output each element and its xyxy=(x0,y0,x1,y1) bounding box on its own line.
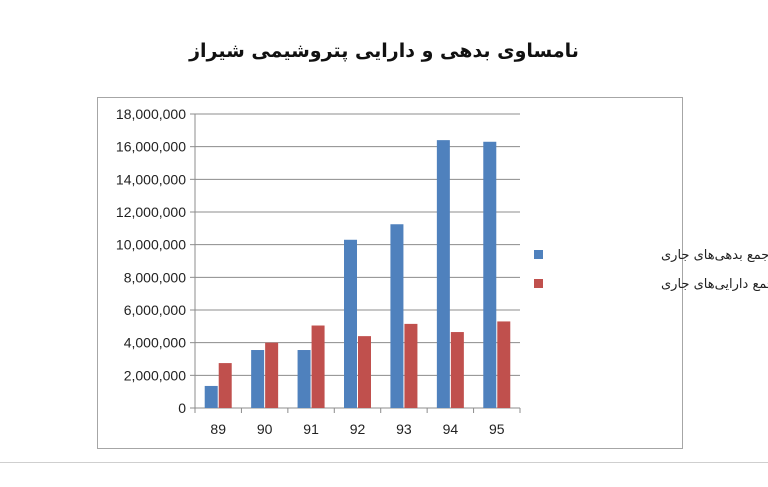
y-tick-label: 12,000,000 xyxy=(116,204,186,220)
x-tick-label: 90 xyxy=(257,421,273,437)
chart-frame xyxy=(97,97,683,449)
y-tick-label: 4,000,000 xyxy=(124,335,186,351)
bar-liabilities xyxy=(204,385,218,408)
legend-label: جمع بدهی‌های جاری xyxy=(661,248,768,263)
x-tick-label: 89 xyxy=(210,421,226,437)
x-tick-label: 94 xyxy=(443,421,459,437)
bar-assets xyxy=(265,342,279,408)
y-tick-label: 6,000,000 xyxy=(124,302,186,318)
bar-assets xyxy=(311,325,325,408)
bar-liabilities xyxy=(390,224,404,408)
bar-liabilities xyxy=(297,350,311,408)
x-tick-label: 91 xyxy=(303,421,319,437)
divider xyxy=(0,462,768,463)
bar-assets xyxy=(497,321,511,408)
legend-swatch xyxy=(534,250,543,259)
bar-assets xyxy=(404,323,418,408)
x-tick-label: 95 xyxy=(489,421,505,437)
bar-assets xyxy=(450,332,464,408)
bar-liabilities xyxy=(251,350,265,408)
y-tick-label: 14,000,000 xyxy=(116,171,186,187)
y-tick-label: 2,000,000 xyxy=(124,367,186,383)
bar-liabilities xyxy=(483,141,497,408)
chart-title: نامساوی بدهی و دارایی پتروشیمی شیراز xyxy=(189,40,579,62)
bar-liabilities xyxy=(344,239,357,408)
legend-label: جمع دارایی‌های جاری xyxy=(661,277,768,292)
y-tick-label: 8,000,000 xyxy=(124,269,186,285)
x-tick-label: 92 xyxy=(350,421,366,437)
y-tick-label: 10,000,000 xyxy=(116,237,186,253)
bar-assets xyxy=(358,336,371,408)
x-tick-label: 93 xyxy=(396,421,412,437)
bar-assets xyxy=(218,363,232,408)
y-tick-label: 18,000,000 xyxy=(116,106,186,122)
y-tick-label: 0 xyxy=(178,400,186,416)
legend-swatch xyxy=(534,279,543,288)
bar-liabilities xyxy=(436,140,450,408)
y-tick-label: 16,000,000 xyxy=(116,139,186,155)
